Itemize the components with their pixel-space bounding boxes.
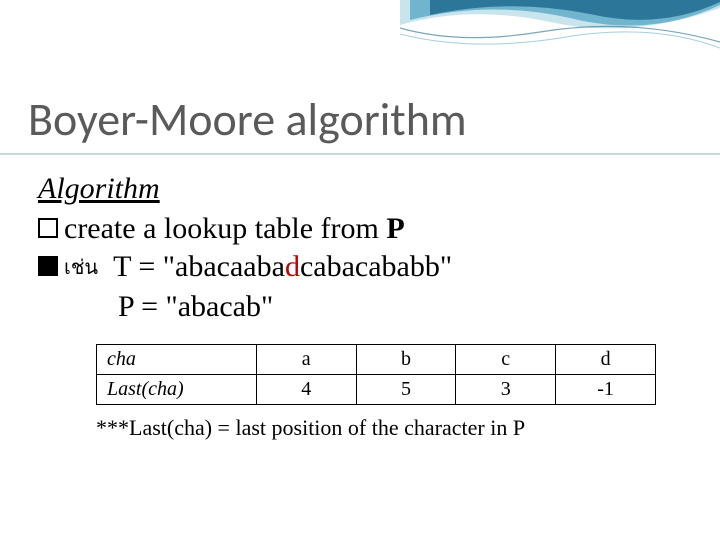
table-row: Last(cha) 4 5 3 -1 bbox=[97, 374, 656, 404]
bullet-box-filled-icon bbox=[38, 256, 58, 276]
bullet-2: เช่น T = "abacaabadcabacababb" bbox=[38, 248, 682, 286]
col-header: a bbox=[256, 344, 356, 374]
lookup-table: cha a b c d Last(cha) 4 5 3 -1 bbox=[96, 344, 656, 405]
col-header: d bbox=[556, 344, 656, 374]
footnote: ***Last(cha) = last position of the char… bbox=[96, 415, 682, 441]
row-label: Last(cha) bbox=[97, 374, 257, 404]
content-area: Algorithm create a lookup table from P เ… bbox=[38, 172, 682, 441]
title-underline bbox=[0, 153, 720, 155]
table-row: cha a b c d bbox=[97, 344, 656, 374]
bullet-1-text: create a lookup table from P bbox=[64, 210, 405, 248]
bullet-box-icon bbox=[38, 218, 58, 238]
col-header: c bbox=[456, 344, 556, 374]
table-cell: -1 bbox=[556, 374, 656, 404]
table-cell: 4 bbox=[256, 374, 356, 404]
row-label: cha bbox=[97, 344, 257, 374]
bullet-2-text: เช่น T = "abacaabadcabacababb" bbox=[64, 248, 452, 286]
slide-title: Boyer-Moore algorithm bbox=[28, 92, 467, 148]
col-header: b bbox=[356, 344, 456, 374]
table-cell: 5 bbox=[356, 374, 456, 404]
algorithm-heading: Algorithm bbox=[38, 172, 682, 206]
bullet-1: create a lookup table from P bbox=[38, 210, 682, 248]
p-line: P = "abacab" bbox=[118, 287, 682, 326]
wave-decoration bbox=[400, 0, 720, 90]
table-cell: 3 bbox=[456, 374, 556, 404]
